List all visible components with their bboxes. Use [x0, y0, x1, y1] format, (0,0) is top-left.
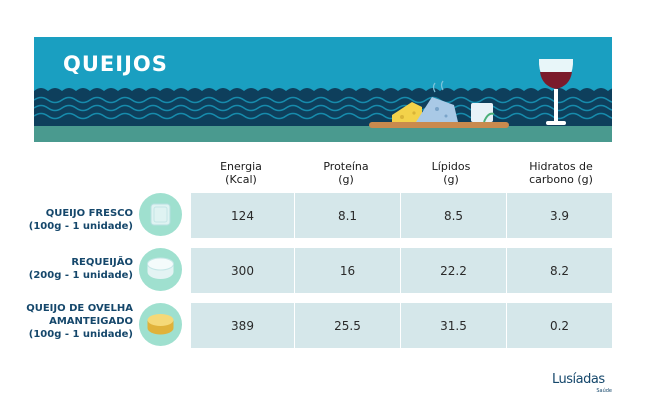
table-row: 300 16 22.2 8.2: [191, 248, 612, 293]
table-cell: 124: [231, 208, 254, 223]
table-cell: 389: [231, 318, 254, 333]
cheese-board-icon: [369, 80, 509, 128]
table-cell: 3.9: [549, 208, 570, 223]
waves-illustration: [34, 59, 612, 142]
wine-glass-icon: [538, 59, 574, 125]
sheep-cheese-icon: [139, 303, 182, 346]
table-cell: 8.2: [549, 263, 570, 278]
table-cell: 31.5: [440, 318, 467, 333]
page-title: QUEIJOS: [63, 52, 168, 76]
table-cell: 22.2: [440, 263, 467, 278]
table-row: 124 8.1 8.5 3.9: [191, 193, 612, 238]
logo-name: Lusíadas: [552, 372, 605, 387]
row-label-queijo-fresco: QUEIJO FRESCO (100g - 1 unidade): [28, 208, 133, 232]
logo-subtitle: Saúde: [596, 388, 612, 394]
table-cell: 0.2: [549, 318, 570, 333]
header-banner: QUEIJOS: [34, 37, 612, 142]
column-header-energia: Energia (Kcal): [220, 160, 262, 186]
fresh-cheese-icon: [139, 193, 182, 236]
requeijao-icon: [139, 248, 182, 291]
column-header-hidratos: Hidratos de carbono (g): [529, 160, 593, 186]
table-row: 389 25.5 31.5 0.2: [191, 303, 612, 348]
table-cell: 16: [339, 263, 356, 278]
column-header-proteina: Proteína (g): [323, 160, 369, 186]
row-label-queijo-de-ovelha: QUEIJO DE OVELHA AMANTEIGADO (100g - 1 uni…: [26, 303, 133, 340]
table-cell: 8.5: [443, 208, 464, 223]
table-cell: 25.5: [334, 318, 361, 333]
table-cell: 300: [231, 263, 254, 278]
lusiadas-logo: Lusíadas Saúde: [552, 372, 612, 396]
row-label-requeijao: REQUEIJÃO (200g - 1 unidade): [28, 257, 133, 281]
column-header-lipidos: Lípidos (g): [431, 160, 471, 186]
table-cell: 8.1: [337, 208, 358, 223]
